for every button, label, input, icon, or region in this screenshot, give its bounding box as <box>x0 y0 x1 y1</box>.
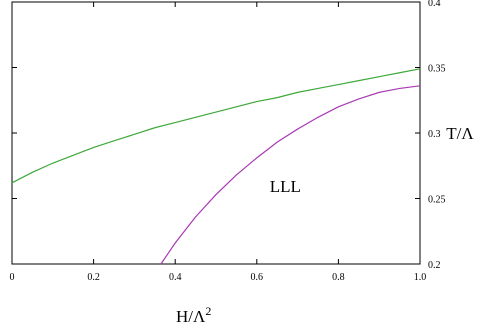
x-tick-label: 1.0 <box>414 272 427 283</box>
y-axis-label: T/Λ <box>446 124 474 143</box>
ticks-layer: 0 0.2 0.4 0.6 0.8 1.00.20.250.30.350.4 <box>10 0 446 283</box>
y-tick-label: 0.2 <box>428 260 441 271</box>
region-label: LLL <box>270 177 301 196</box>
y-tick-label: 0.3 <box>428 129 441 140</box>
y-tick-label: 0.35 <box>428 64 446 75</box>
x-axis-label-superscript: 2 <box>205 304 211 318</box>
plot-frame <box>11 1 421 265</box>
y-tick-label: 0.4 <box>428 0 441 9</box>
x-tick-label: 0.2 <box>87 272 100 283</box>
x-tick-label: 0.6 <box>251 272 264 283</box>
x-tick-label: 0.8 <box>332 272 345 283</box>
x-axis-label: H/Λ2 <box>176 304 211 326</box>
x-tick-label: 0.4 <box>169 272 182 283</box>
series-line-2 <box>160 85 421 265</box>
series-layer <box>11 68 421 265</box>
y-tick-label: 0.25 <box>428 195 446 206</box>
annotation-layer: LLL <box>270 177 301 196</box>
series-line-1 <box>11 68 421 184</box>
x-tick-label: 0 <box>10 272 15 283</box>
